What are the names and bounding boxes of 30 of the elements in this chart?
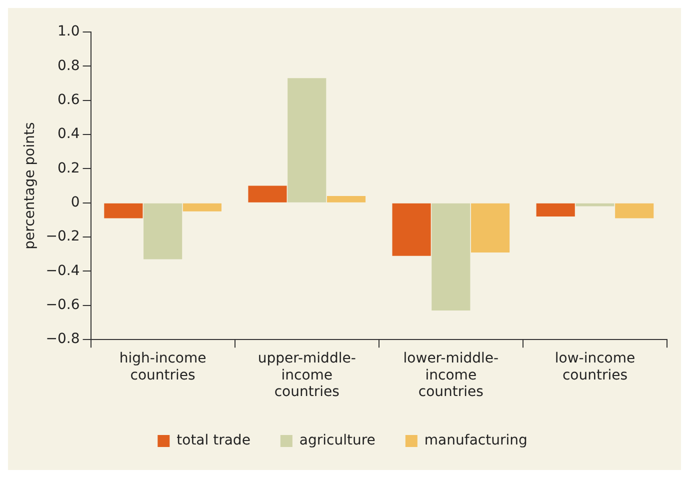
y-tick-label: −0.4 <box>46 262 80 279</box>
y-tick-label: 0.4 <box>58 126 80 142</box>
bar <box>288 78 326 202</box>
legend-label: manufacturing <box>424 432 528 449</box>
bar <box>471 203 510 252</box>
legend-label: agriculture <box>299 432 376 449</box>
bar <box>392 203 431 256</box>
y-tick-label: 0.6 <box>58 92 80 108</box>
legend-label: total trade <box>176 432 250 449</box>
x-tick-label: upper-middle-income countries <box>258 350 356 400</box>
bar <box>182 203 222 212</box>
y-tick-label: −0.8 <box>46 331 80 348</box>
bar <box>144 203 182 260</box>
bar <box>326 196 366 202</box>
y-axis-title: percentage points <box>22 122 38 250</box>
bar <box>248 186 287 202</box>
y-tick-label: −0.6 <box>46 297 80 314</box>
x-tick-label: lower-middle-income countries <box>403 350 499 400</box>
bar <box>432 203 470 311</box>
bar <box>536 203 575 217</box>
y-tick-label: 0.8 <box>58 58 80 74</box>
y-tick-label: 0 <box>70 194 80 211</box>
y-tick-label: 0.2 <box>58 160 80 176</box>
bar <box>104 203 143 218</box>
y-tick-label: −0.2 <box>46 228 80 245</box>
y-tick-label: 1.0 <box>58 24 80 40</box>
x-tick-label: low-income countries <box>554 350 636 384</box>
bar <box>615 203 654 218</box>
bar <box>576 203 614 206</box>
x-tick-label: high-income countries <box>119 350 206 384</box>
